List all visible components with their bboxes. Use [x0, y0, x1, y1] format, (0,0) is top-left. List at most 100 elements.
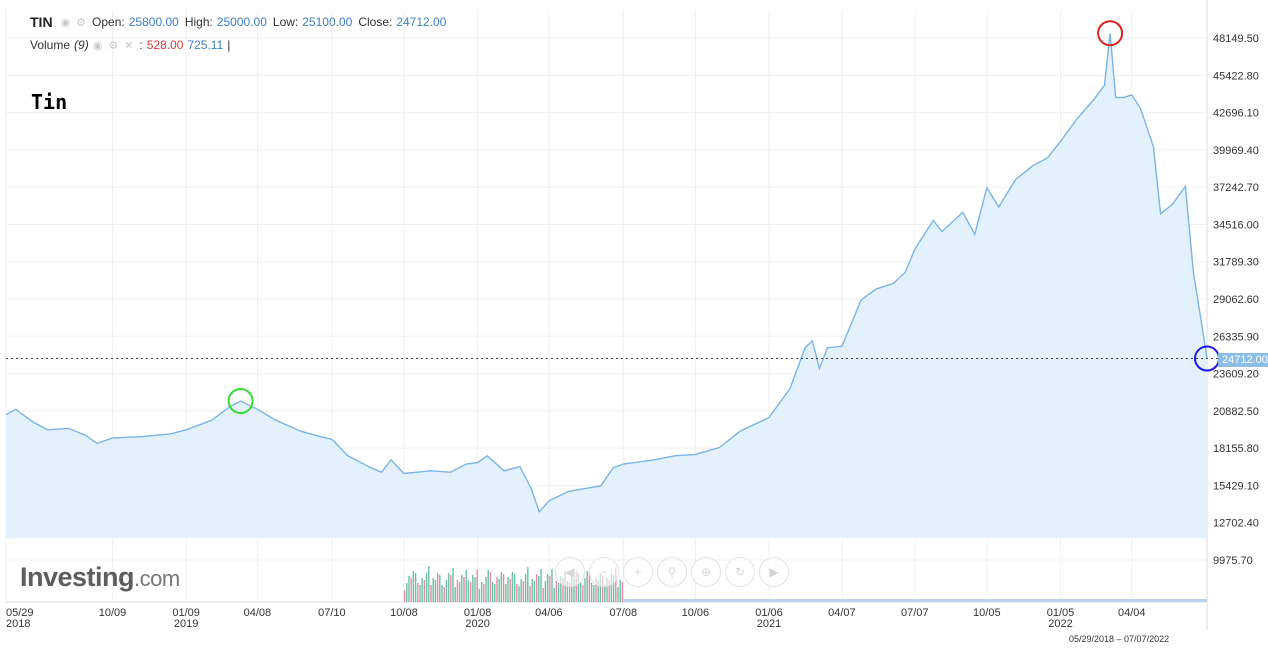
y-tick-label: 26335.90	[1213, 331, 1259, 343]
volume-bar	[478, 589, 481, 602]
x-tick-label: 05/29	[6, 607, 34, 619]
volume-bar	[549, 576, 551, 602]
x-tick-label: 07/07	[901, 607, 929, 619]
volume-bar	[467, 580, 470, 602]
volume-bar	[529, 586, 531, 602]
scroll-right-icon[interactable]: ▶	[759, 557, 789, 587]
price-line-path	[5, 33, 1208, 514]
volume-bar	[476, 570, 478, 602]
volume-bar	[573, 578, 575, 602]
close-label: Close:	[358, 15, 393, 29]
x-tick-label: 04/07	[828, 607, 856, 619]
volume-bar	[507, 577, 509, 602]
zoom-add-icon[interactable]: ⊕	[691, 557, 721, 587]
volume-bar	[419, 585, 421, 602]
x-tick-year: 2022	[1048, 618, 1072, 630]
volume-bar	[498, 579, 500, 602]
volume-bar	[575, 571, 577, 602]
volume-bar	[566, 581, 569, 602]
eye-icon[interactable]: ◉	[60, 16, 71, 29]
x-tick-year: 2021	[757, 618, 781, 630]
volume-bar	[522, 581, 525, 602]
low-value: 25100.00	[302, 15, 353, 29]
open-value: 25800.00	[128, 15, 179, 29]
volume-bar	[428, 566, 430, 602]
volume-bar	[513, 574, 516, 602]
volume-value-a: 528.00	[146, 38, 184, 52]
volume-bars	[403, 566, 1207, 602]
volume-bar	[441, 585, 443, 602]
volume-bar	[403, 590, 406, 602]
gear-icon[interactable]: ⚙	[108, 39, 119, 52]
x-tick-label: 01/06	[755, 607, 783, 619]
volume-bar	[524, 574, 527, 602]
volume-bar	[527, 567, 529, 602]
open-label: Open:	[92, 15, 125, 29]
volume-bar	[518, 586, 520, 602]
volume-separator: |	[227, 38, 231, 52]
volume-bar	[531, 579, 533, 602]
volume-bar	[461, 575, 463, 602]
high-label: High:	[184, 15, 213, 29]
eye-icon[interactable]: ◉	[92, 39, 103, 52]
volume-bar	[412, 571, 415, 602]
volume-bar	[590, 583, 593, 602]
y-tick-label: 48149.50	[1213, 33, 1259, 45]
volume-bar	[540, 569, 542, 602]
volume-bar	[469, 582, 472, 602]
scroll-left-icon[interactable]: ◀	[555, 557, 585, 587]
volume-bar	[584, 578, 586, 602]
volume-bar	[612, 575, 615, 602]
zoom-in-icon[interactable]: +	[623, 557, 653, 587]
volume-bar	[557, 583, 560, 602]
zoom-out-icon[interactable]: −	[589, 557, 619, 587]
volume-bar	[487, 570, 489, 602]
x-tick-year: 2018	[6, 618, 30, 630]
x-tick-label: 04/08	[244, 607, 272, 619]
volume-bar	[553, 588, 555, 602]
volume-bar	[458, 582, 461, 602]
volume-bar	[474, 577, 476, 602]
y-tick-label: 37242.70	[1213, 182, 1259, 194]
volume-bar	[619, 580, 621, 602]
price-area	[6, 33, 1207, 538]
volume-bar	[494, 584, 496, 602]
y-tick-label: 12702.40	[1213, 518, 1259, 530]
volume-bar	[439, 575, 441, 602]
volume-bar	[555, 581, 558, 602]
volume-bar	[599, 573, 602, 602]
volume-bar	[430, 585, 432, 602]
high-marker	[1097, 20, 1124, 47]
volume-bar	[410, 578, 412, 602]
volume-bar	[465, 570, 467, 602]
last-price-tag: 24712.00	[1218, 353, 1268, 367]
symbol-label: TIN	[30, 14, 53, 30]
volume-bar	[406, 583, 408, 602]
zoom-reset-icon[interactable]: ⚲	[657, 557, 687, 587]
volume-bar	[425, 573, 428, 602]
close-value: 24712.00	[396, 15, 447, 29]
x-tick-year: 2020	[465, 618, 489, 630]
volume-bar	[542, 588, 544, 602]
close-icon[interactable]: ✕	[124, 39, 134, 52]
volume-bar	[546, 574, 549, 602]
gear-icon[interactable]: ⚙	[76, 16, 87, 29]
y-tick-label: 39969.40	[1213, 145, 1259, 157]
volume-bar	[560, 576, 562, 602]
volume-bar	[593, 585, 595, 602]
volume-bar	[496, 577, 498, 602]
reset-icon[interactable]: ↻	[725, 557, 755, 587]
volume-bar	[505, 584, 507, 602]
volume-bar	[502, 574, 505, 602]
volume-bar	[432, 578, 434, 602]
volume-header: Volume (9) ◉ ⚙ ✕ : 528.00 725.11 |	[30, 38, 231, 52]
high-value: 25000.00	[216, 15, 267, 29]
volume-bar	[601, 575, 604, 602]
x-tick-label: 01/08	[464, 607, 492, 619]
volume-bar	[511, 572, 514, 602]
chart-title: Tin	[31, 90, 68, 114]
y-tick-label: 31789.30	[1213, 257, 1259, 269]
x-tick-label: 10/09	[99, 607, 127, 619]
volume-bar	[535, 574, 538, 602]
